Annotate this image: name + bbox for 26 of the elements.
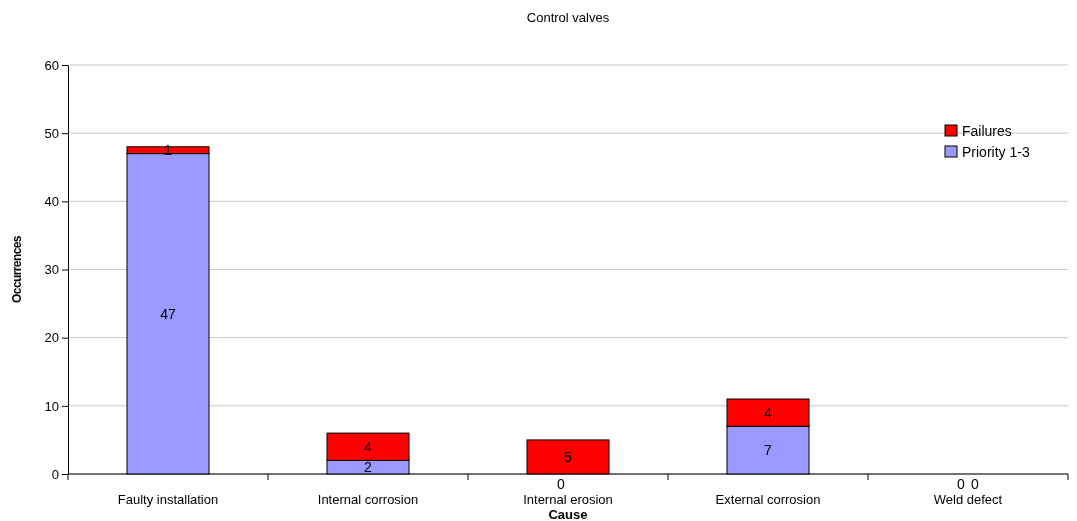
data-label: 0: [957, 476, 966, 492]
data-label: 2: [364, 459, 373, 476]
data-label: 0: [971, 476, 980, 492]
data-label: 47: [160, 305, 176, 322]
data-label: 7: [764, 442, 773, 459]
y-tick-label: 10: [44, 398, 59, 414]
legend-label: Failures: [962, 123, 1012, 139]
x-tick-label: Internal erosion: [523, 492, 613, 507]
data-label: 5: [564, 448, 573, 465]
y-tick-label: 30: [44, 262, 59, 278]
data-label: 0: [557, 476, 566, 492]
chart-title: Control valves: [526, 10, 610, 25]
y-tick-label: 40: [44, 193, 59, 209]
data-label: 4: [764, 404, 773, 421]
legend-label: Priority 1-3: [962, 144, 1030, 160]
y-tick-label: 0: [51, 466, 59, 482]
x-axis-title: Cause: [548, 507, 588, 521]
data-label: 4: [364, 438, 373, 455]
y-tick-label: 60: [44, 57, 59, 73]
y-axis-title: Occurrences: [10, 235, 24, 303]
x-tick-label: Weld defect: [933, 492, 1003, 507]
x-tick-label: External corrosion: [715, 492, 821, 507]
x-tick-label: Internal corrosion: [317, 492, 419, 507]
y-tick-label: 20: [44, 330, 59, 346]
x-tick-label: Faulty installation: [117, 492, 219, 507]
y-tick-label: 50: [44, 125, 59, 141]
